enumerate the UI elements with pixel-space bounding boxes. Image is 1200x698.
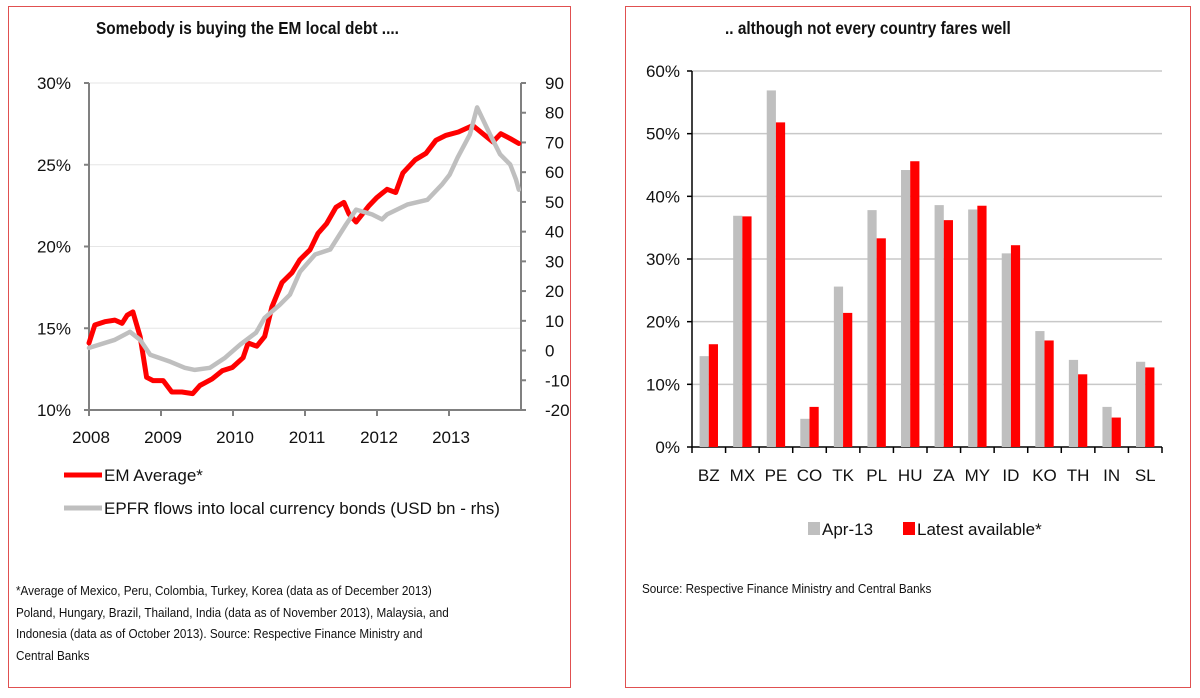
bar-latest-available bbox=[1111, 417, 1121, 447]
x-tick-label: MY bbox=[965, 466, 991, 485]
legend-label: EPFR flows into local currency bonds (US… bbox=[104, 499, 500, 518]
x-tick-label: PE bbox=[765, 466, 788, 485]
y-tick-label: 15% bbox=[37, 319, 71, 338]
y-tick-label: 60% bbox=[646, 62, 680, 81]
y-tick-label: 30% bbox=[37, 74, 71, 93]
bar-latest-available bbox=[708, 344, 718, 447]
y-tick-label: 10% bbox=[646, 375, 680, 394]
y2-tick-label: -20 bbox=[545, 401, 570, 420]
bar-latest-available bbox=[1145, 367, 1155, 447]
legend-label: Apr-13 bbox=[822, 520, 873, 539]
x-tick-label: 2012 bbox=[360, 428, 398, 447]
y2-tick-label: 10 bbox=[545, 312, 564, 331]
legend-swatch bbox=[808, 522, 820, 535]
y2-tick-label: 90 bbox=[545, 74, 564, 93]
right-chart-footnote: Source: Respective Finance Ministry and … bbox=[642, 581, 932, 596]
y2-tick-label: 50 bbox=[545, 193, 564, 212]
bar-latest-available bbox=[1010, 245, 1021, 447]
y-tick-label: 30% bbox=[646, 250, 680, 269]
footnote-line: Poland, Hungary, Brazil, Thailand, India… bbox=[16, 604, 449, 620]
right-chart-title: .. although not every country fares well bbox=[725, 18, 1011, 38]
y-tick-label: 0% bbox=[655, 438, 680, 457]
x-tick-label: CO bbox=[797, 466, 823, 485]
bar-apr-13 bbox=[1001, 253, 1011, 447]
x-tick-label: 2013 bbox=[432, 428, 470, 447]
x-tick-label: KO bbox=[1032, 466, 1057, 485]
bar-apr-13 bbox=[766, 90, 776, 447]
bar-apr-13 bbox=[699, 356, 709, 447]
bar-apr-13 bbox=[1068, 359, 1079, 447]
bar-latest-available bbox=[977, 205, 987, 447]
x-tick-label: IN bbox=[1103, 466, 1120, 485]
bar-apr-13 bbox=[901, 170, 911, 447]
y-tick-label: 25% bbox=[37, 156, 71, 175]
y2-tick-label: 20 bbox=[545, 282, 564, 301]
x-tick-label: TK bbox=[832, 466, 854, 485]
y-tick-label: 40% bbox=[646, 187, 680, 206]
x-tick-label: ID bbox=[1002, 466, 1019, 485]
x-tick-label: TH bbox=[1067, 466, 1090, 485]
bar-latest-available bbox=[809, 406, 819, 447]
bar-latest-available bbox=[876, 238, 886, 447]
legend-label: Latest available* bbox=[917, 520, 1042, 539]
bar-latest-available bbox=[910, 161, 920, 448]
y2-tick-label: 40 bbox=[545, 223, 564, 242]
x-tick-label: SL bbox=[1135, 466, 1156, 485]
x-tick-label: BZ bbox=[698, 466, 720, 485]
bar-apr-13 bbox=[733, 215, 743, 447]
epfr-flows-line bbox=[86, 105, 522, 373]
y-tick-label: 20% bbox=[646, 313, 680, 332]
footnote-line: Central Banks bbox=[16, 647, 90, 663]
x-tick-label: 2010 bbox=[216, 428, 254, 447]
bar-latest-available bbox=[742, 216, 752, 447]
bar-apr-13 bbox=[833, 286, 844, 447]
bar-latest-available bbox=[775, 122, 786, 448]
bar-apr-13 bbox=[800, 418, 810, 447]
bar-apr-13 bbox=[1136, 361, 1146, 447]
bar-apr-13 bbox=[867, 210, 877, 447]
y2-tick-label: 70 bbox=[545, 133, 564, 152]
legend-swatch bbox=[903, 522, 915, 535]
bar-apr-13 bbox=[1035, 331, 1045, 447]
bar-latest-available bbox=[843, 312, 853, 447]
left-chart-footnote: *Average of Mexico, Peru, Colombia, Turk… bbox=[16, 580, 449, 666]
bar-apr-13 bbox=[1102, 406, 1112, 447]
y2-tick-label: 60 bbox=[545, 163, 564, 182]
left-chart-panel bbox=[8, 6, 571, 688]
bar-apr-13 bbox=[968, 209, 978, 447]
x-tick-label: 2009 bbox=[144, 428, 182, 447]
y2-tick-label: 30 bbox=[545, 252, 564, 271]
legend-label: EM Average* bbox=[104, 466, 203, 485]
left-chart-title: Somebody is buying the EM local debt ...… bbox=[96, 18, 399, 38]
y-tick-label: 50% bbox=[646, 125, 680, 144]
bar-latest-available bbox=[943, 220, 953, 447]
x-tick-label: MX bbox=[730, 466, 756, 485]
x-tick-label: 2011 bbox=[289, 428, 326, 447]
y2-tick-label: 80 bbox=[545, 104, 564, 123]
footnote-line: Indonesia (data as of October 2013). Sou… bbox=[16, 626, 423, 641]
y2-tick-label: 0 bbox=[545, 342, 554, 361]
footnote-line: *Average of Mexico, Peru, Colombia, Turk… bbox=[16, 583, 432, 598]
x-tick-label: 2008 bbox=[72, 428, 110, 447]
x-tick-label: ZA bbox=[933, 466, 955, 485]
x-tick-label: PL bbox=[866, 466, 887, 485]
y-tick-label: 10% bbox=[37, 401, 71, 420]
y-tick-label: 20% bbox=[37, 238, 71, 257]
bar-apr-13 bbox=[934, 205, 944, 447]
em-average-line bbox=[86, 123, 522, 397]
bar-latest-available bbox=[1078, 374, 1088, 447]
bar-latest-available bbox=[1044, 340, 1054, 447]
y2-tick-label: -10 bbox=[545, 371, 570, 390]
x-tick-label: HU bbox=[898, 466, 923, 485]
